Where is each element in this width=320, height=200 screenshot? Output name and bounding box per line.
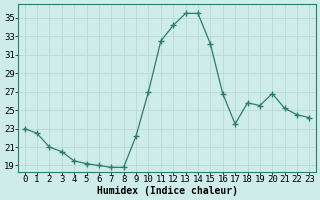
X-axis label: Humidex (Indice chaleur): Humidex (Indice chaleur) bbox=[97, 186, 237, 196]
